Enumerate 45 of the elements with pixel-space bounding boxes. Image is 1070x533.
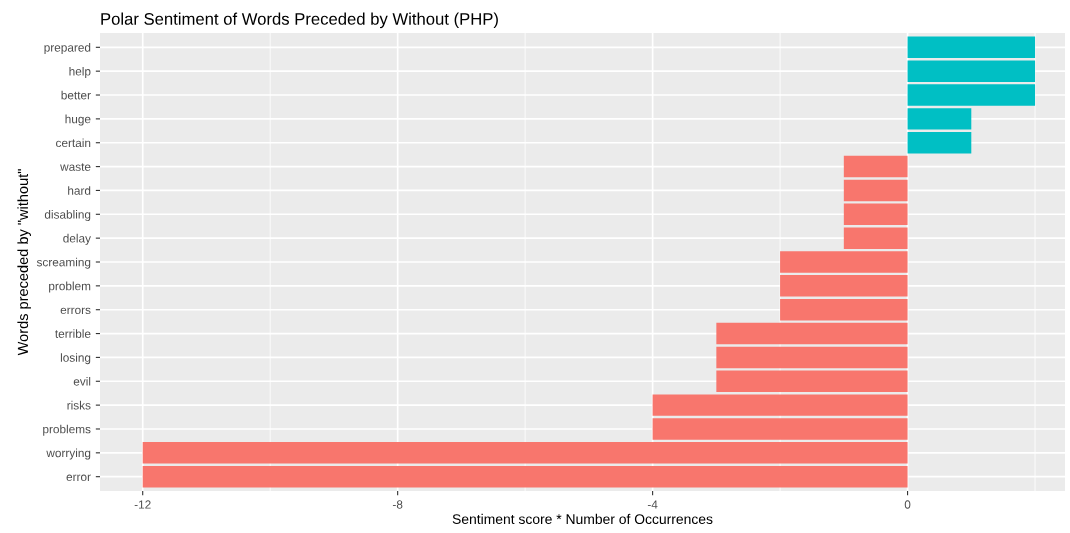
bar	[780, 251, 908, 273]
bar	[907, 60, 1036, 82]
y-tick-label: risks	[67, 400, 91, 410]
bar	[780, 275, 908, 297]
bar	[843, 179, 908, 202]
y-tick-label: problem	[49, 281, 91, 293]
bar	[142, 465, 908, 488]
bar	[843, 227, 908, 249]
x-tick-label: -4	[647, 500, 658, 509]
bar	[716, 322, 908, 345]
y-tick-label: losing	[60, 353, 91, 365]
y-tick-label: prepared	[44, 43, 91, 55]
y-tick-label: help	[69, 66, 91, 78]
bar	[716, 346, 908, 369]
y-tick-label: certain	[56, 138, 91, 148]
bar	[907, 108, 972, 130]
bar	[843, 155, 908, 178]
chart-title: Polar Sentiment of Words Preceded by Without (PHP)	[101, 12, 498, 29]
y-tick-label: huge	[65, 114, 91, 126]
y-tick-label: disabling	[44, 210, 91, 222]
bar	[907, 84, 1036, 106]
y-tick-label: errors	[60, 307, 91, 315]
y-tick-label: hard	[68, 186, 91, 195]
y-tick-label: terrible	[55, 329, 91, 338]
y-tick-label: delay	[63, 233, 91, 245]
y-tick-label: evil	[73, 376, 91, 386]
y-tick-label: waste	[60, 163, 91, 171]
y-tick-label: error	[66, 474, 91, 482]
bar	[652, 394, 908, 416]
bar	[780, 298, 908, 321]
bar	[142, 442, 908, 464]
x-axis-title: Sentiment score * Number of Occurrences	[452, 513, 713, 525]
y-tick-label: better	[61, 90, 91, 100]
bar	[716, 370, 908, 393]
bar	[907, 131, 972, 154]
y-axis-title: Words preceded by "without"	[17, 169, 31, 356]
y-tick-label: problems	[43, 424, 91, 436]
bar	[843, 203, 908, 226]
x-tick-label: -8	[392, 500, 403, 509]
bar	[652, 418, 908, 440]
y-tick-label: worrying	[46, 448, 91, 460]
bar	[907, 36, 1036, 59]
y-tick-label: screaming	[36, 257, 91, 269]
x-tick-label: -12	[134, 500, 151, 509]
x-tick-label: 0	[904, 500, 911, 509]
